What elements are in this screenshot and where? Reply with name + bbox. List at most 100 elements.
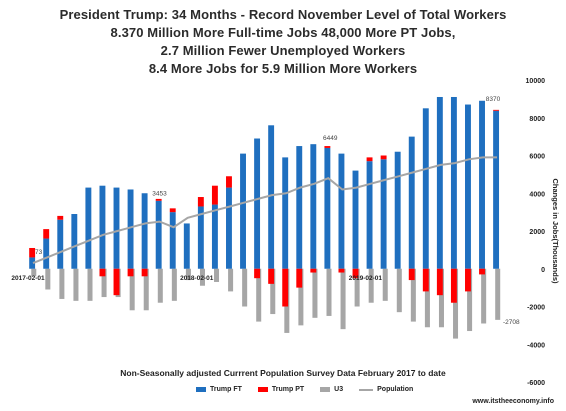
trump-pt-bar: [254, 268, 261, 279]
u3-bar: [326, 268, 332, 316]
legend: Trump FT Trump PT U3 Population: [196, 386, 413, 393]
trump-ft-bar: [479, 100, 485, 269]
trump-pt-bar: [155, 198, 162, 201]
u3-bar: [410, 268, 416, 322]
trump-ft-bar: [324, 147, 331, 269]
data-label: 6449: [323, 135, 338, 142]
trump-pt-bar: [338, 268, 345, 273]
x-date-label: 2019-02-01: [349, 275, 383, 282]
u3-bar: [354, 268, 360, 307]
trump-pt-bar: [226, 176, 232, 188]
u3-bar: [424, 268, 430, 328]
u3-bar: [481, 268, 487, 324]
trump-ft-bar: [43, 238, 50, 269]
trump-pt-bar: [141, 268, 148, 277]
trump-pt-bar: [366, 157, 373, 162]
trump-ft-bar: [436, 96, 443, 269]
source-url: www.itstheeconomy.info: [472, 398, 554, 405]
u3-bar: [396, 268, 402, 313]
trump-ft-bar: [211, 204, 218, 269]
u3-bar: [495, 268, 501, 320]
trump-ft-bar: [493, 110, 500, 269]
legend-swatch-population: [359, 388, 374, 391]
trump-pt-bar: [352, 268, 359, 279]
u3-bar: [87, 268, 93, 301]
trump-ft-bar: [282, 157, 289, 269]
trump-pt-bar: [197, 197, 204, 207]
population-line: [32, 156, 497, 265]
trump-ft-bar: [408, 136, 415, 269]
trump-pt-bar: [57, 215, 64, 220]
trump-pt-bar: [380, 155, 387, 160]
trump-ft-bar: [29, 257, 36, 269]
trump-ft-bar: [169, 212, 176, 269]
u3-bar: [312, 268, 318, 318]
u3-bar: [298, 268, 304, 326]
legend-item-trump-ft: Trump FT: [196, 386, 242, 393]
trump-ft-bar: [226, 187, 232, 269]
u3-bar: [199, 268, 205, 286]
trump-ft-bar: [296, 146, 303, 269]
y-tick-label: 8000: [529, 116, 545, 123]
y-tick-label: 0: [541, 267, 545, 274]
trump-ft-bar: [338, 153, 345, 269]
y-tick-label: 6000: [529, 154, 545, 161]
trump-pt-bar: [127, 268, 134, 277]
trump-pt-bar: [282, 268, 289, 307]
u3-bar: [382, 268, 388, 301]
trump-ft-bar: [465, 104, 471, 269]
trump-pt-bar: [493, 109, 500, 111]
legend-label-trump-pt: Trump PT: [271, 386, 305, 393]
trump-pt-bar: [479, 268, 485, 275]
u3-bar: [242, 268, 248, 307]
u3-bar: [270, 268, 276, 315]
u3-bar: [59, 268, 65, 299]
trump-pt-bar: [296, 268, 303, 288]
trump-ft-bar: [380, 159, 387, 269]
trump-pt-bar: [408, 268, 415, 281]
trump-pt-bar: [43, 229, 50, 239]
trump-ft-bar: [71, 214, 78, 269]
trump-ft-bar: [113, 187, 120, 269]
trump-pt-bar: [113, 268, 120, 296]
data-label: 8370: [486, 96, 501, 103]
chart-title: President Trump: 34 Months - Record Nove…: [0, 6, 566, 78]
trump-ft-bar: [352, 170, 359, 269]
trump-pt-bar: [99, 268, 106, 277]
y-tick-label: -6000: [527, 380, 545, 387]
trump-ft-bar: [310, 144, 317, 269]
u3-bar: [438, 268, 444, 328]
trump-ft-bar: [366, 161, 373, 269]
trump-pt-bar: [29, 247, 36, 258]
trump-pt-bar: [268, 268, 275, 284]
u3-bar: [31, 268, 37, 277]
legend-label-trump-ft: Trump FT: [210, 386, 242, 393]
trump-ft-bar: [450, 96, 457, 269]
trump-ft-bar: [197, 206, 204, 269]
trump-ft-bar: [394, 151, 401, 269]
legend-item-trump-pt: Trump PT: [257, 386, 305, 393]
legend-swatch-u3: [320, 387, 331, 392]
trump-ft-bar: [183, 223, 190, 269]
legend-swatch-trump-ft: [196, 387, 206, 392]
u3-bar: [101, 268, 107, 298]
trump-ft-bar: [155, 200, 162, 269]
trump-pt-bar: [436, 268, 443, 296]
trump-pt-bar: [211, 185, 218, 205]
y-tick-label: -4000: [527, 342, 545, 349]
title-line-4: 8.4 More Jobs for 5.9 Million More Worke…: [148, 61, 418, 76]
u3-bar: [185, 268, 191, 281]
u3-bar: [228, 268, 234, 292]
u3-bar: [256, 268, 262, 322]
u3-bar: [143, 268, 149, 311]
trump-pt-bar: [310, 268, 317, 273]
legend-item-population: Population: [359, 386, 413, 393]
title-line-2: 8.370 Million More Full-time Jobs 48,000…: [110, 25, 456, 40]
trump-ft-bar: [254, 138, 261, 269]
trump-ft-bar: [268, 125, 275, 269]
trump-pt-bar: [324, 146, 331, 148]
trump-ft-bar: [57, 219, 64, 269]
x-date-label: 2017-02-01: [11, 275, 45, 282]
u3-bar: [73, 268, 79, 301]
